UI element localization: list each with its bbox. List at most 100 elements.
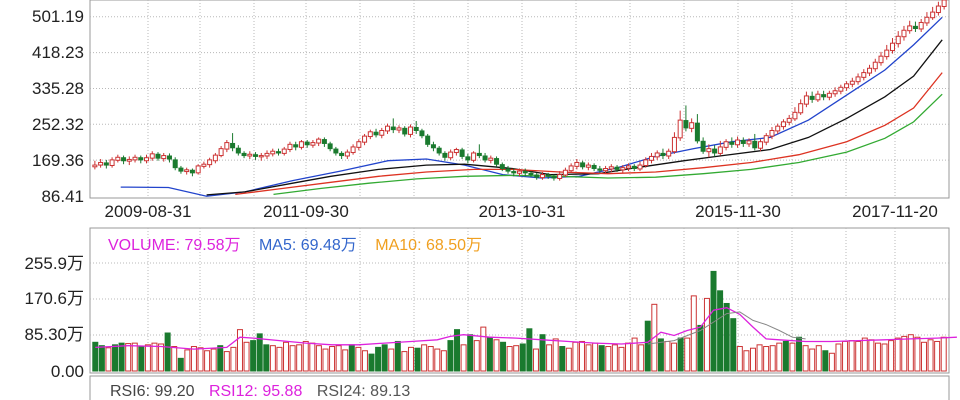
- candle-up: [207, 159, 213, 166]
- candle-down: [304, 141, 310, 146]
- volume-bar-down: [644, 320, 651, 372]
- candle-up: [792, 111, 798, 120]
- volume-bar-up: [565, 347, 572, 372]
- candle-down: [614, 166, 620, 170]
- volume-bar-up: [269, 345, 276, 372]
- candle-up: [264, 152, 270, 157]
- date-xtick: 2011-09-30: [263, 202, 349, 221]
- volume-bar-down: [348, 344, 355, 372]
- volume-bar-up: [940, 336, 947, 372]
- volume-bar-up: [342, 349, 349, 372]
- candle-up: [557, 174, 563, 179]
- date-xtick: 2013-10-31: [479, 202, 566, 221]
- volume-bar-down: [447, 340, 454, 372]
- volume-bar-up: [355, 346, 362, 372]
- candle-up: [941, 0, 947, 7]
- candle-down: [230, 142, 236, 149]
- volume-bar-up: [802, 345, 809, 372]
- volume-bar-up: [703, 297, 710, 372]
- volume-bar-up: [158, 343, 165, 372]
- volume-bar-up: [283, 341, 290, 372]
- volume-bar-up: [631, 337, 638, 372]
- volume-bar-up: [901, 335, 908, 372]
- legend-rsi12: RSI12: 95.88: [209, 383, 303, 400]
- candle-down: [499, 164, 505, 170]
- candle-up: [385, 125, 391, 132]
- candle-up: [757, 141, 764, 149]
- price-ytick: 501.19: [32, 7, 84, 26]
- candle-up: [195, 165, 201, 174]
- candle-down: [413, 126, 419, 131]
- volume-bar-up: [934, 340, 941, 372]
- volume-bar-up: [861, 337, 868, 372]
- volume-bar-up: [473, 340, 480, 372]
- candle-up: [706, 148, 712, 153]
- volume-bar-down: [98, 345, 105, 372]
- candle-down: [339, 152, 345, 157]
- candle-up: [643, 159, 649, 166]
- volume-bar-up: [578, 340, 585, 372]
- candle-up: [98, 161, 104, 166]
- volume-bar-up: [421, 344, 428, 372]
- candle-down: [189, 169, 195, 174]
- volume-bar-up: [480, 326, 487, 372]
- volume-bar-up: [322, 348, 329, 372]
- candle-up: [184, 169, 190, 173]
- candle-down: [694, 122, 700, 142]
- candle-up: [574, 161, 580, 167]
- candle-up: [367, 131, 373, 138]
- candle-down: [912, 25, 918, 30]
- volume-bar-down: [177, 357, 184, 372]
- candle-up: [453, 149, 459, 154]
- candle-up: [798, 103, 804, 114]
- volume-bar-down: [657, 338, 664, 372]
- volume-bar-up: [309, 342, 316, 372]
- candle-up: [844, 83, 850, 89]
- candle-up: [907, 25, 913, 32]
- volume-bar-down: [263, 344, 270, 372]
- candle-up: [344, 151, 350, 157]
- volume-bar-up: [302, 340, 309, 372]
- candle-down: [430, 144, 436, 149]
- candle-down: [275, 151, 282, 154]
- candle-down: [505, 168, 511, 172]
- volume-bar-up: [769, 345, 776, 372]
- candle-up: [838, 86, 844, 92]
- candle-up: [92, 164, 98, 168]
- candle-up: [149, 153, 155, 159]
- volume-bar-up: [532, 348, 539, 372]
- candle-up: [884, 49, 890, 58]
- candle-up: [648, 155, 654, 161]
- volume-bar-up: [204, 350, 211, 372]
- volume-bar-down: [697, 324, 704, 372]
- candle-up: [218, 148, 224, 157]
- volume-bar-up: [440, 350, 447, 372]
- candlesticks: [92, 0, 947, 181]
- candle-down: [631, 165, 637, 170]
- volume-bar-down: [796, 336, 803, 372]
- volume-bar-up: [144, 344, 151, 372]
- candle-down: [235, 147, 241, 154]
- volume-bar-down: [414, 347, 421, 372]
- volume-bar-down: [782, 340, 789, 372]
- candle-up: [677, 119, 683, 139]
- candle-up: [930, 11, 936, 19]
- volume-bar-up: [874, 342, 881, 372]
- volume-bar-down: [112, 344, 119, 372]
- candle-up: [201, 163, 207, 167]
- candle-up: [270, 150, 276, 155]
- candle-up: [287, 143, 293, 151]
- candle-up: [815, 93, 821, 101]
- volume-ytick: 0.00: [51, 362, 84, 381]
- volume-bar-up: [927, 339, 934, 372]
- candle-down: [390, 126, 396, 131]
- volume-bar-up: [809, 348, 816, 372]
- candle-down: [740, 139, 746, 144]
- candle-up: [448, 151, 454, 159]
- candle-down: [545, 174, 551, 177]
- legend-rsi6: RSI6: 99.20: [110, 383, 195, 400]
- candle-up: [924, 16, 930, 24]
- candle-up: [666, 150, 672, 157]
- volume-bar-up: [151, 342, 158, 372]
- candle-down: [293, 144, 299, 148]
